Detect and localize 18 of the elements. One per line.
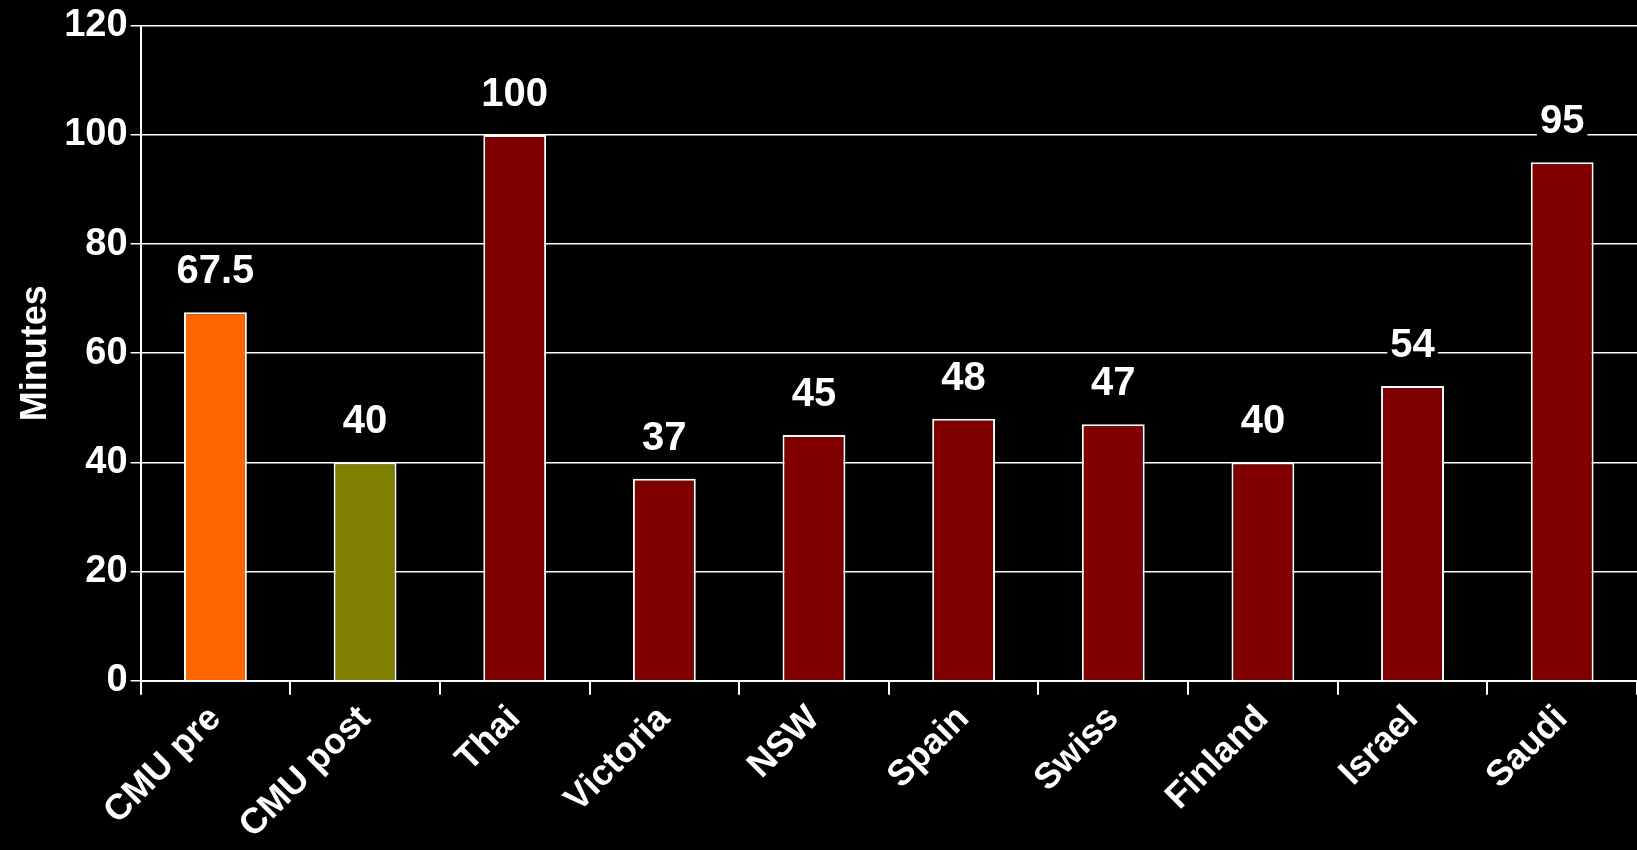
- data-label: 40: [1240, 397, 1286, 442]
- y-tick-label: 80: [85, 220, 128, 263]
- y-tick-label: 100: [64, 111, 128, 154]
- data-label: 54: [1390, 321, 1436, 366]
- data-label: 40: [342, 397, 388, 442]
- y-tick-label: 0: [106, 657, 128, 700]
- y-axis-title: Minutes: [12, 285, 54, 422]
- y-tick-label: 120: [64, 2, 128, 45]
- data-label: 45: [791, 370, 837, 415]
- data-label: 47: [1091, 359, 1136, 404]
- y-tick-label: 20: [85, 548, 128, 591]
- data-label: 95: [1539, 97, 1585, 142]
- data-label: 37: [642, 413, 687, 458]
- y-tick-label: 40: [85, 438, 128, 481]
- data-label: 67.5: [176, 247, 255, 292]
- y-tick-label: 60: [85, 329, 128, 372]
- data-label: 100: [481, 69, 549, 114]
- data-label: 48: [941, 353, 986, 398]
